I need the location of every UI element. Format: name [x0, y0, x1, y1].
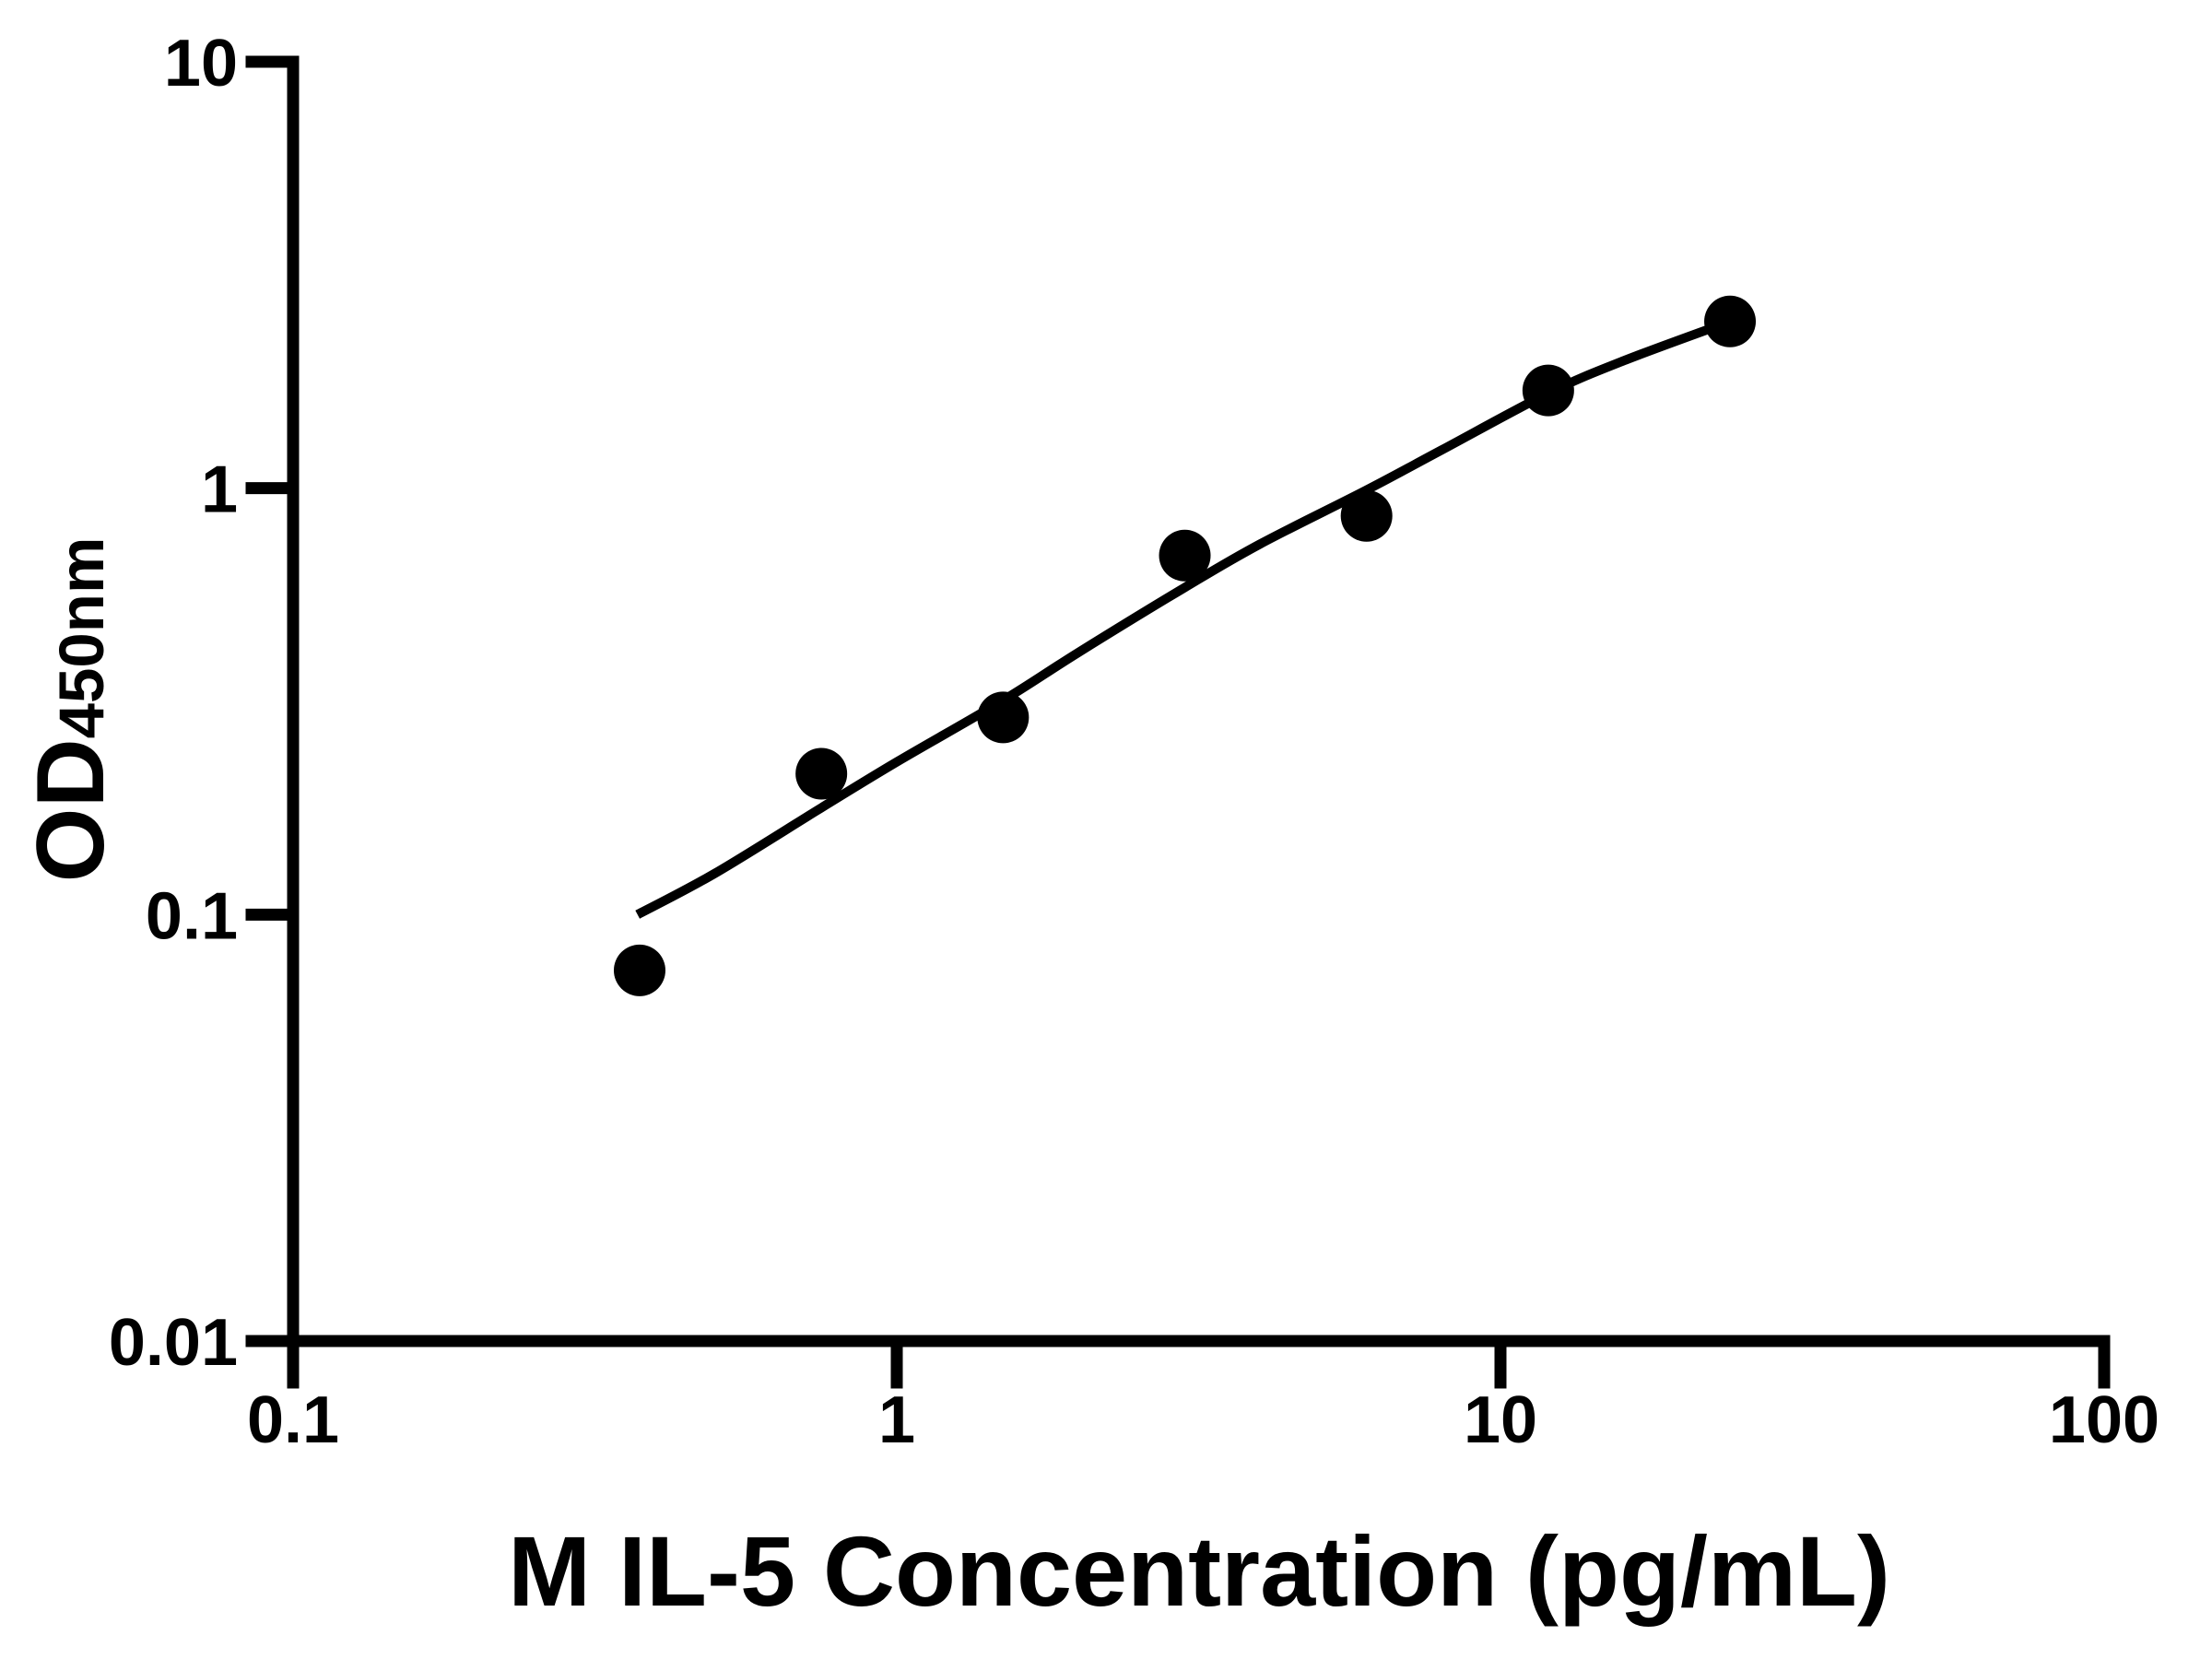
- data-point: [1704, 295, 1757, 347]
- y-axis-title-subscript: 450nm: [46, 537, 117, 739]
- x-axis-title: M IL-5 Concentration (pg/mL): [508, 1515, 1890, 1627]
- x-tick-label: 1: [878, 1383, 915, 1457]
- data-point: [977, 691, 1030, 744]
- y-tick-label: 10: [164, 27, 238, 100]
- y-tick-label: 1: [201, 453, 238, 527]
- data-point: [1159, 529, 1211, 582]
- x-tick-label: 10: [1464, 1383, 1537, 1457]
- data-point: [1340, 489, 1393, 542]
- data-point: [1522, 364, 1574, 417]
- data-points: [613, 295, 1757, 996]
- x-tick-label: 0.1: [247, 1383, 339, 1457]
- y-axis-title-main: OD: [18, 738, 124, 882]
- x-tick-label: 100: [2049, 1383, 2159, 1457]
- data-point: [613, 944, 665, 996]
- y-tick-label: 0.01: [109, 1306, 238, 1380]
- data-point: [795, 747, 848, 800]
- axis-spines-and-ticks: [245, 55, 2111, 1389]
- fit-curve: [635, 317, 1732, 919]
- axes: [245, 55, 2111, 1389]
- y-tick-label: 0.1: [146, 879, 238, 953]
- y-axis-title: OD450nm: [18, 537, 124, 883]
